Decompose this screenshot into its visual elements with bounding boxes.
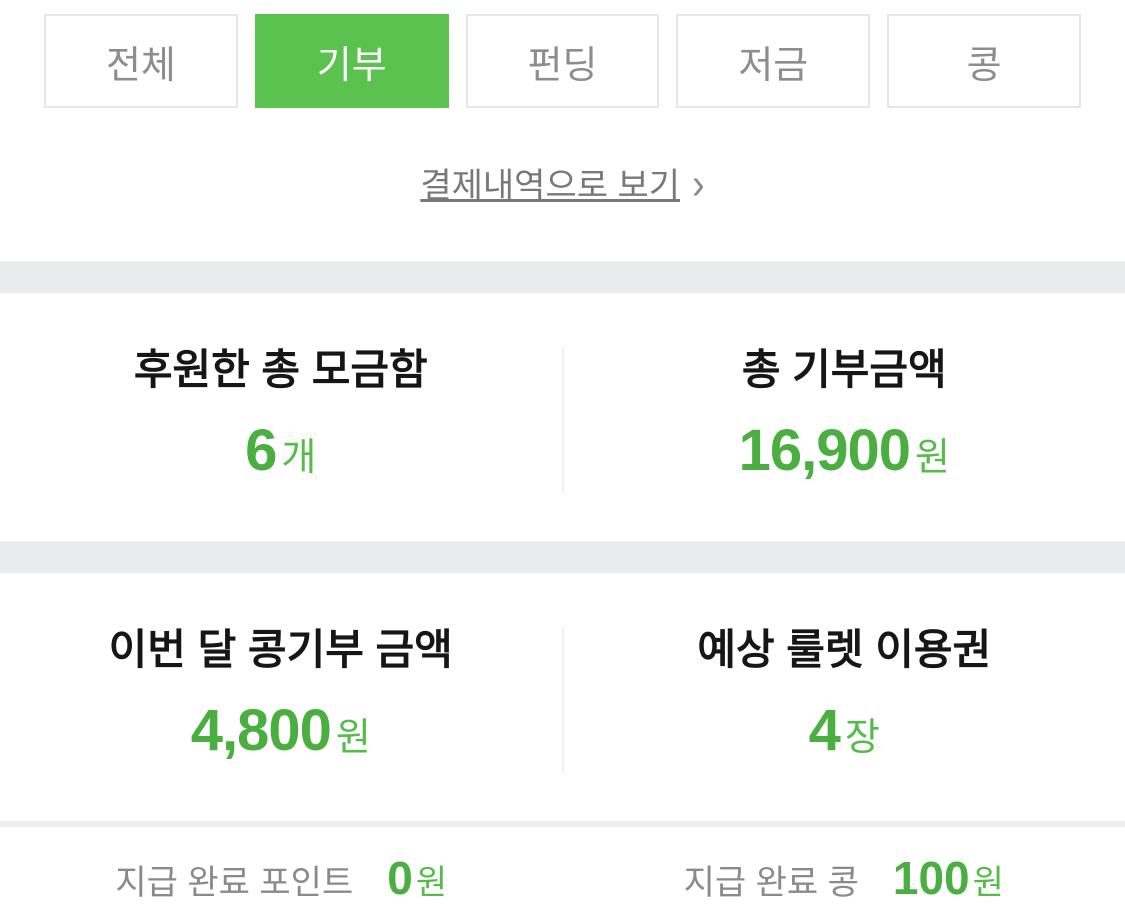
stat-title: 예상 룰렛 이용권 [564, 625, 1125, 675]
payment-history-link[interactable]: 결제내역으로 보기 [420, 167, 680, 205]
payout-row: 지급 완료 포인트 0원 지급 완료 콩 100원 [0, 851, 1125, 905]
tab-savings[interactable]: 저금 [676, 14, 870, 108]
stat-number: 4 [809, 698, 840, 763]
stat-unit: 장 [845, 717, 880, 759]
section-divider-band [0, 261, 1125, 293]
stat-title: 총 기부금액 [564, 345, 1125, 395]
payout-value: 100원 [893, 851, 1004, 905]
stat-title: 이번 달 콩기부 금액 [0, 625, 562, 675]
payout-label: 지급 완료 콩 [684, 855, 859, 904]
payout-points: 지급 완료 포인트 0원 [0, 851, 563, 905]
stat-number: 16,900 [739, 418, 910, 483]
stat-title: 후원한 총 모금함 [0, 345, 562, 395]
filter-tabs: 전체 기부 펀딩 저금 콩 [0, 0, 1125, 108]
payout-number: 100 [893, 852, 970, 904]
stat-number: 4,800 [191, 698, 331, 763]
payout-label: 지급 완료 포인트 [115, 855, 353, 904]
stat-unit: 개 [281, 437, 316, 479]
payout-unit: 원 [416, 864, 447, 902]
section-divider-band [0, 541, 1125, 573]
tab-donation[interactable]: 기부 [255, 14, 449, 108]
payout-kong: 지급 완료 콩 100원 [563, 851, 1125, 905]
chevron-right-icon: › [692, 161, 705, 210]
payment-history-link-row: 결제내역으로 보기 › [0, 158, 1125, 207]
tab-funding[interactable]: 펀딩 [466, 14, 660, 108]
thin-separator [0, 821, 1125, 827]
stat-number: 6 [245, 418, 276, 483]
payout-unit: 원 [973, 864, 1004, 902]
stat-unit: 원 [336, 717, 371, 759]
stat-unit: 원 [915, 437, 950, 479]
payout-value: 0원 [387, 851, 447, 905]
tab-all[interactable]: 전체 [44, 14, 238, 108]
payout-number: 0 [387, 852, 413, 904]
tab-kong[interactable]: 콩 [887, 14, 1081, 108]
